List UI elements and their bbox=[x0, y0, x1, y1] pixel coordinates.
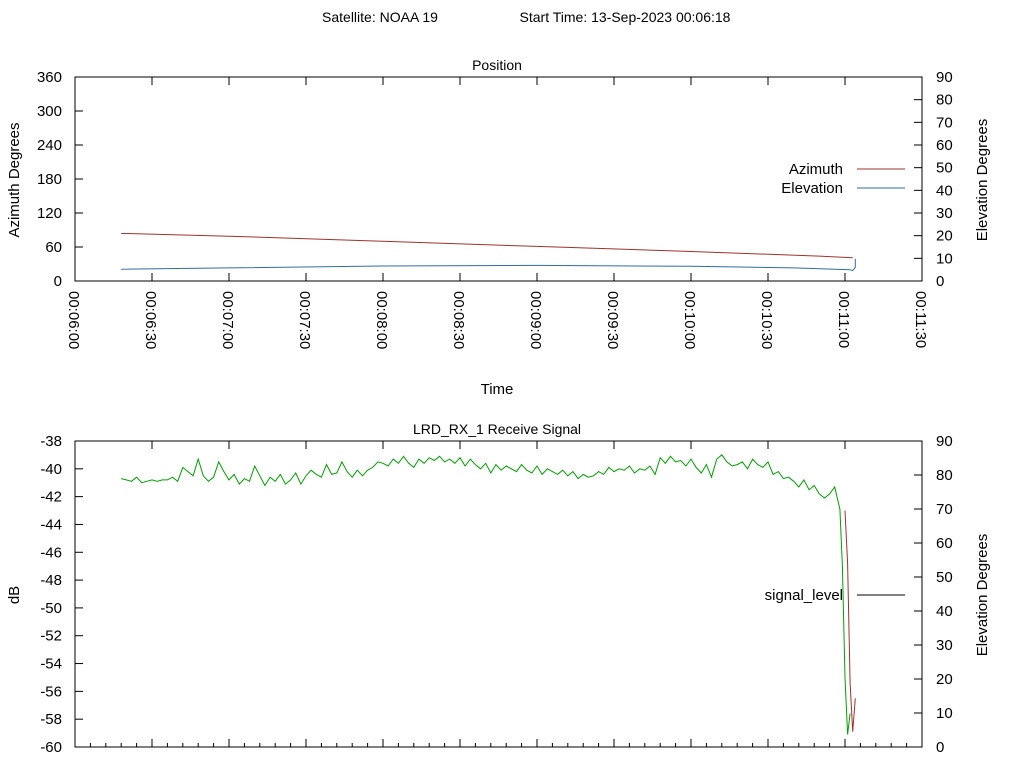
signal-chart-title: LRD_RX_1 Receive Signal bbox=[413, 421, 581, 437]
signal-chart: LRD_RX_1 Receive Signal -60-58-56-54-52-… bbox=[6, 421, 991, 756]
y2-tick-label: 0 bbox=[936, 273, 944, 290]
signal-y2-axis-label: Elevation Degrees bbox=[974, 534, 991, 657]
x-tick-label: 00:06:00 bbox=[65, 291, 82, 349]
position-legend: Azimuth Elevation bbox=[781, 161, 905, 197]
legend-label: signal_level bbox=[765, 587, 843, 604]
signal-x-axis bbox=[74, 441, 923, 747]
y2-tick-label: 30 bbox=[936, 205, 953, 222]
y2-tick-label: 70 bbox=[936, 501, 953, 518]
y2-tick-label: 20 bbox=[936, 671, 953, 688]
position-x-axis-label: Time bbox=[481, 381, 514, 398]
position-y2-axis: 0 10 20 30 40 50 60 70 80 90 bbox=[914, 69, 953, 290]
y-tick-label: 360 bbox=[37, 69, 62, 86]
x-tick-label: 00:08:00 bbox=[373, 291, 390, 349]
y-tick-label: 0 bbox=[54, 273, 62, 290]
position-y2-axis-label: Elevation Degrees bbox=[974, 119, 991, 242]
y2-tick-label: 80 bbox=[936, 92, 953, 109]
position-plot-frame bbox=[74, 76, 923, 282]
x-tick-label: 00:07:30 bbox=[296, 291, 313, 349]
y-tick-label: -52 bbox=[40, 628, 62, 645]
y2-tick-label: 0 bbox=[936, 739, 944, 756]
series-line-azimuth bbox=[121, 232, 853, 259]
signal-plot-frame bbox=[74, 440, 923, 748]
y2-tick-label: 90 bbox=[936, 433, 953, 450]
position-y-axis-label: Azimuth Degrees bbox=[6, 122, 23, 237]
y2-tick-label: 60 bbox=[936, 137, 953, 154]
legend-label: Azimuth bbox=[789, 161, 843, 178]
y2-tick-label: 10 bbox=[936, 705, 953, 722]
y-tick-label: -56 bbox=[40, 683, 62, 700]
x-tick-label: 00:10:30 bbox=[758, 291, 775, 349]
x-tick-label: 00:09:30 bbox=[604, 291, 621, 349]
signal-series bbox=[121, 454, 856, 735]
x-tick-label: 00:07:00 bbox=[219, 291, 236, 349]
x-tick-label: 00:11:30 bbox=[912, 291, 929, 348]
y2-tick-label: 50 bbox=[936, 569, 953, 586]
x-tick-label: 00:09:00 bbox=[527, 291, 544, 349]
position-y-axis: 0 60 120 180 240 300 360 bbox=[37, 69, 83, 290]
legend-label: Elevation bbox=[781, 180, 843, 197]
position-chart: Position 00:06:00 00:06:30 00:07:00 00:07:3… bbox=[6, 57, 991, 398]
y-tick-label: -42 bbox=[40, 489, 62, 506]
y2-tick-label: 40 bbox=[936, 182, 953, 199]
series-line-signal-level bbox=[121, 454, 851, 735]
position-chart-title: Position bbox=[472, 57, 522, 73]
satellite-label: Satellite: NOAA 19 bbox=[322, 9, 438, 25]
y-tick-label: -50 bbox=[40, 600, 62, 617]
signal-y-axis-label: dB bbox=[6, 586, 23, 604]
y2-tick-label: 90 bbox=[936, 69, 953, 86]
position-series bbox=[121, 232, 856, 272]
start-time-label: Start Time: 13-Sep-2023 00:06:18 bbox=[520, 9, 731, 25]
y2-tick-label: 20 bbox=[936, 228, 953, 245]
y2-tick-label: 70 bbox=[936, 114, 953, 131]
y-tick-label: -44 bbox=[40, 516, 62, 533]
y2-tick-label: 60 bbox=[936, 535, 953, 552]
x-tick-label: 00:11:00 bbox=[835, 291, 852, 348]
y-tick-label: 60 bbox=[45, 239, 62, 256]
series-line-unnamed-1 bbox=[844, 510, 856, 732]
series-line-elevation bbox=[121, 258, 856, 272]
y-tick-label: 120 bbox=[37, 205, 62, 222]
x-tick-label: 00:10:00 bbox=[681, 291, 698, 349]
y-tick-label: 180 bbox=[37, 171, 62, 188]
y2-tick-label: 40 bbox=[936, 603, 953, 620]
y2-tick-label: 10 bbox=[936, 250, 953, 267]
signal-legend: signal_level bbox=[765, 587, 905, 604]
y-tick-label: 300 bbox=[37, 103, 62, 120]
y2-tick-label: 80 bbox=[936, 467, 953, 484]
signal-y-axis: -60 -58 -56 -54 -52 -50 -48 -46 -44 -42 -40 -38 bbox=[40, 433, 83, 756]
x-tick-label: 00:08:30 bbox=[450, 291, 467, 349]
y2-tick-label: 50 bbox=[936, 160, 953, 177]
position-x-axis: 00:06:00 00:06:30 00:07:00 00:07:30 00:08:00… bbox=[65, 77, 929, 349]
y-tick-label: -60 bbox=[40, 739, 62, 756]
y-tick-label: 240 bbox=[37, 137, 62, 154]
y-tick-label: -58 bbox=[40, 711, 62, 728]
signal-y2-axis: 0 10 20 30 40 50 60 70 80 90 bbox=[914, 433, 953, 756]
y-tick-label: -54 bbox=[40, 656, 62, 673]
x-tick-label: 00:06:30 bbox=[142, 291, 159, 349]
y-tick-label: -38 bbox=[40, 433, 62, 450]
y2-tick-label: 30 bbox=[936, 637, 953, 654]
y-tick-label: -48 bbox=[40, 572, 62, 589]
y-tick-label: -46 bbox=[40, 544, 62, 561]
y-tick-label: -40 bbox=[40, 461, 62, 478]
